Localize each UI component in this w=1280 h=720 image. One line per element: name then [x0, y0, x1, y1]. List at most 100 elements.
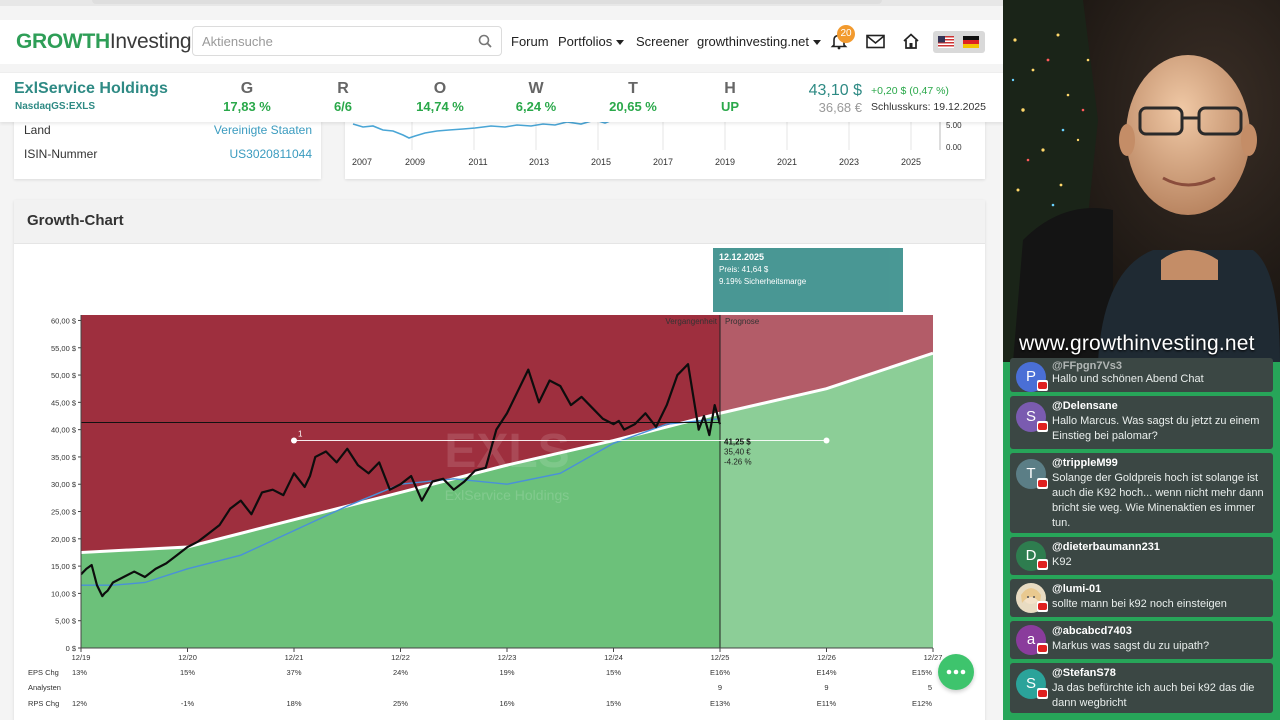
fair-value-line — [81, 351, 933, 554]
marker-handle-end[interactable] — [823, 437, 830, 444]
table-cell: E12% — [912, 699, 932, 708]
chevron-down-icon — [616, 40, 625, 46]
chat-text: sollte mann bei k92 noch einsteigen — [1052, 598, 1227, 610]
stock-header: ExlService Holdings NasdaqGS:EXLS G 17,83… — [0, 72, 1003, 122]
mini-x-label: 2017 — [653, 157, 673, 167]
price-line — [81, 363, 722, 598]
chat-message: T @trippleM99 Solange der Goldpreis hoch… — [1010, 453, 1273, 533]
metric-value: 6/6 — [333, 99, 353, 114]
metric-value: 20,65 % — [609, 99, 657, 114]
nav-link-forum[interactable]: Forum — [511, 34, 549, 49]
youtube-icon — [1037, 601, 1048, 612]
metric-g: G 17,83 % — [207, 80, 287, 114]
youtube-icon — [1037, 478, 1048, 489]
chat-username: @StefanS78 — [1052, 667, 1116, 679]
info-value[interactable]: Vereinigte Staaten — [213, 123, 312, 137]
past-label: Vergangenheit — [665, 317, 717, 326]
info-key: Land — [24, 123, 51, 137]
y-tick-label: 30,00 $ — [51, 480, 77, 489]
metric-t: T 20,65 % — [593, 80, 673, 114]
table-row-label: EPS Chg — [28, 668, 59, 677]
chat-message: D @dieterbaumann231 K92 — [1010, 537, 1273, 575]
table-cell: 9 — [824, 683, 828, 692]
search-icon[interactable] — [478, 34, 492, 53]
chat-text: Markus was sagst du zu uipath? — [1052, 640, 1210, 652]
chat-username: @FFpgn7Vs3 — [1052, 360, 1123, 372]
x-tick-label: 12/20 — [178, 653, 197, 662]
metric-value: 6,24 % — [515, 99, 557, 114]
person-head — [1126, 55, 1250, 215]
nav-link-label: Screener — [636, 34, 689, 49]
mini-y-label: 5.00 — [946, 121, 962, 130]
growth-chart-title: Growth-Chart — [27, 212, 124, 229]
youtube-icon — [1037, 688, 1048, 699]
info-value[interactable]: US3020811044 — [229, 147, 312, 161]
website-area: GROWTHInvesting Forum Portfolios Screene… — [0, 0, 1003, 720]
metric-w: W 6,24 % — [496, 80, 576, 114]
chat-username: @abcabcd7403 — [1052, 625, 1132, 637]
notification-badge: 20 — [837, 25, 855, 43]
flag-us-icon[interactable] — [938, 36, 954, 48]
y-tick-label: 25,00 $ — [51, 508, 77, 517]
chat-text: K92 — [1052, 556, 1072, 568]
marker-number-label: 1 — [298, 430, 303, 439]
stock-name[interactable]: ExlService Holdings — [14, 80, 168, 97]
mail-icon[interactable] — [866, 34, 885, 54]
chat-message: P @FFpgn7Vs3 Hallo und schönen Abend Cha… — [1010, 358, 1273, 392]
stock-price-usd: 43,10 $ — [808, 82, 862, 99]
y-tick-label: 60,00 $ — [51, 316, 77, 325]
tooltip-date: 12.12.2025 — [719, 252, 765, 262]
x-tick-label: 12/23 — [498, 653, 517, 662]
marker-value-usd: 41,25 $ — [724, 438, 751, 447]
forecast-shade — [720, 315, 933, 648]
mini-x-label: 2023 — [839, 157, 859, 167]
mini-x-label: 2025 — [901, 157, 921, 167]
stock-info-card: Land Vereinigte Staaten ISIN-Nummer US3020… — [14, 118, 321, 179]
browser-top-strip — [0, 0, 1003, 6]
table-cell: -1% — [181, 699, 195, 708]
y-tick-label: 0 $ — [66, 644, 77, 653]
stock-ticker: NasdaqGS:EXLS — [15, 101, 96, 112]
flag-de-icon[interactable] — [963, 36, 979, 48]
nav-link-screener[interactable]: Screener — [636, 34, 689, 49]
glasses — [1138, 106, 1243, 136]
marker-handle-start[interactable] — [291, 437, 297, 444]
chat-message: a @abcabcd7403 Markus was sagst du zu ui… — [1010, 621, 1273, 659]
logo[interactable]: GROWTHInvesting — [16, 30, 192, 54]
table-cell: E16% — [710, 668, 730, 677]
x-tick-label: 12/27 — [924, 653, 943, 662]
metric-letter: H — [724, 80, 736, 97]
growth-chart[interactable]: EXLS ExlService Holdings Vergangenheit Pro… — [0, 310, 1003, 720]
search-input[interactable] — [202, 32, 472, 51]
table-row-label: RPS Chg — [28, 699, 59, 708]
nav-link-portfolios[interactable]: Portfolios — [558, 34, 625, 49]
search-box — [192, 26, 502, 56]
home-icon[interactable] — [902, 32, 920, 55]
live-chat-panel: P @FFpgn7Vs3 Hallo und schönen Abend Cha… — [1003, 358, 1280, 720]
table-cell: 5 — [928, 683, 932, 692]
x-tick-label: 12/24 — [604, 653, 623, 662]
metric-letter: G — [240, 80, 254, 97]
chat-username: @trippleM99 — [1052, 457, 1118, 469]
chat-text: Hallo und schönen Abend Chat — [1052, 373, 1204, 385]
metric-letter: T — [628, 80, 638, 97]
mini-x-label: 2011 — [468, 157, 487, 167]
chat-text: Ja das befürchte ich auch bei k92 das di… — [1052, 682, 1255, 709]
closing-date: Schlusskurs: 19.12.2025 — [871, 101, 986, 113]
chart-watermark-name: ExlService Holdings — [445, 487, 570, 503]
metric-value: 14,74 % — [416, 99, 464, 114]
mini-x-label: 2015 — [591, 157, 611, 167]
x-tick-label: 12/26 — [817, 653, 836, 662]
chat-message: @lumi-01 sollte mann bei k92 noch einste… — [1010, 579, 1273, 617]
youtube-icon — [1037, 380, 1048, 391]
nav-link-site[interactable]: growthinvesting.net — [697, 34, 822, 49]
table-cell: 24% — [393, 668, 408, 677]
metric-letter: W — [528, 80, 544, 97]
table-cell: 15% — [606, 699, 621, 708]
chat-username: @lumi-01 — [1052, 583, 1102, 595]
history-mini-chart: 2007 2009 2011 2013 2015 2017 2019 2021 … — [345, 118, 985, 179]
table-cell: 13% — [72, 668, 87, 677]
price-change: +0,20 $ (0,47 %) — [871, 85, 949, 97]
chat-bubble-button[interactable] — [938, 654, 974, 690]
metric-value: 17,83 % — [223, 99, 271, 114]
